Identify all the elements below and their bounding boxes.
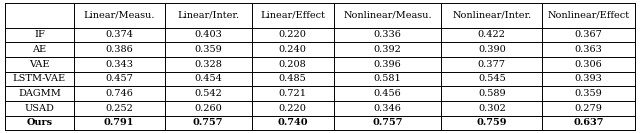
- Text: Ours: Ours: [26, 119, 52, 128]
- Text: 0.542: 0.542: [194, 89, 222, 98]
- Text: 0.260: 0.260: [194, 104, 222, 113]
- Text: Nonlinear/Measu.: Nonlinear/Measu.: [343, 11, 432, 20]
- Text: Linear/Measu.: Linear/Measu.: [83, 11, 155, 20]
- Text: 0.390: 0.390: [478, 45, 506, 54]
- Text: Nonlinear/Effect: Nonlinear/Effect: [548, 11, 630, 20]
- Text: 0.306: 0.306: [575, 60, 602, 69]
- Text: 0.346: 0.346: [374, 104, 401, 113]
- Text: 0.757: 0.757: [193, 119, 223, 128]
- Text: DAGMM: DAGMM: [18, 89, 61, 98]
- Text: 0.343: 0.343: [105, 60, 133, 69]
- Text: 0.456: 0.456: [374, 89, 401, 98]
- Text: LSTM-VAE: LSTM-VAE: [13, 74, 66, 83]
- Text: 0.589: 0.589: [478, 89, 506, 98]
- Text: 0.359: 0.359: [194, 45, 222, 54]
- Text: 0.208: 0.208: [279, 60, 307, 69]
- Text: 0.279: 0.279: [575, 104, 603, 113]
- Text: 0.457: 0.457: [105, 74, 133, 83]
- Text: 0.220: 0.220: [278, 104, 307, 113]
- Text: 0.363: 0.363: [575, 45, 603, 54]
- Text: 0.367: 0.367: [575, 30, 603, 39]
- Text: Linear/Effect: Linear/Effect: [260, 11, 325, 20]
- Text: 0.740: 0.740: [277, 119, 308, 128]
- Text: 0.454: 0.454: [194, 74, 222, 83]
- Text: 0.393: 0.393: [575, 74, 603, 83]
- Text: 0.637: 0.637: [573, 119, 604, 128]
- Text: 0.396: 0.396: [374, 60, 401, 69]
- Text: VAE: VAE: [29, 60, 49, 69]
- Text: 0.403: 0.403: [194, 30, 222, 39]
- Text: 0.240: 0.240: [278, 45, 307, 54]
- Text: 0.392: 0.392: [374, 45, 401, 54]
- Text: 0.422: 0.422: [478, 30, 506, 39]
- Text: 0.220: 0.220: [278, 30, 307, 39]
- Text: 0.374: 0.374: [105, 30, 133, 39]
- Text: 0.252: 0.252: [105, 104, 133, 113]
- Text: 0.721: 0.721: [278, 89, 307, 98]
- Text: 0.386: 0.386: [105, 45, 133, 54]
- Text: USAD: USAD: [24, 104, 54, 113]
- Text: 0.759: 0.759: [477, 119, 507, 128]
- Text: Nonlinear/Inter.: Nonlinear/Inter.: [452, 11, 531, 20]
- Text: 0.328: 0.328: [194, 60, 222, 69]
- Text: 0.377: 0.377: [478, 60, 506, 69]
- Text: 0.757: 0.757: [372, 119, 403, 128]
- Text: 0.302: 0.302: [478, 104, 506, 113]
- Text: 0.359: 0.359: [575, 89, 602, 98]
- Text: 0.545: 0.545: [478, 74, 506, 83]
- Text: Linear/Inter.: Linear/Inter.: [177, 11, 239, 20]
- Text: AE: AE: [32, 45, 47, 54]
- Text: 0.791: 0.791: [104, 119, 134, 128]
- Text: 0.485: 0.485: [279, 74, 307, 83]
- Text: IF: IF: [34, 30, 45, 39]
- Text: 0.746: 0.746: [105, 89, 133, 98]
- Text: 0.336: 0.336: [374, 30, 401, 39]
- Text: 0.581: 0.581: [374, 74, 401, 83]
